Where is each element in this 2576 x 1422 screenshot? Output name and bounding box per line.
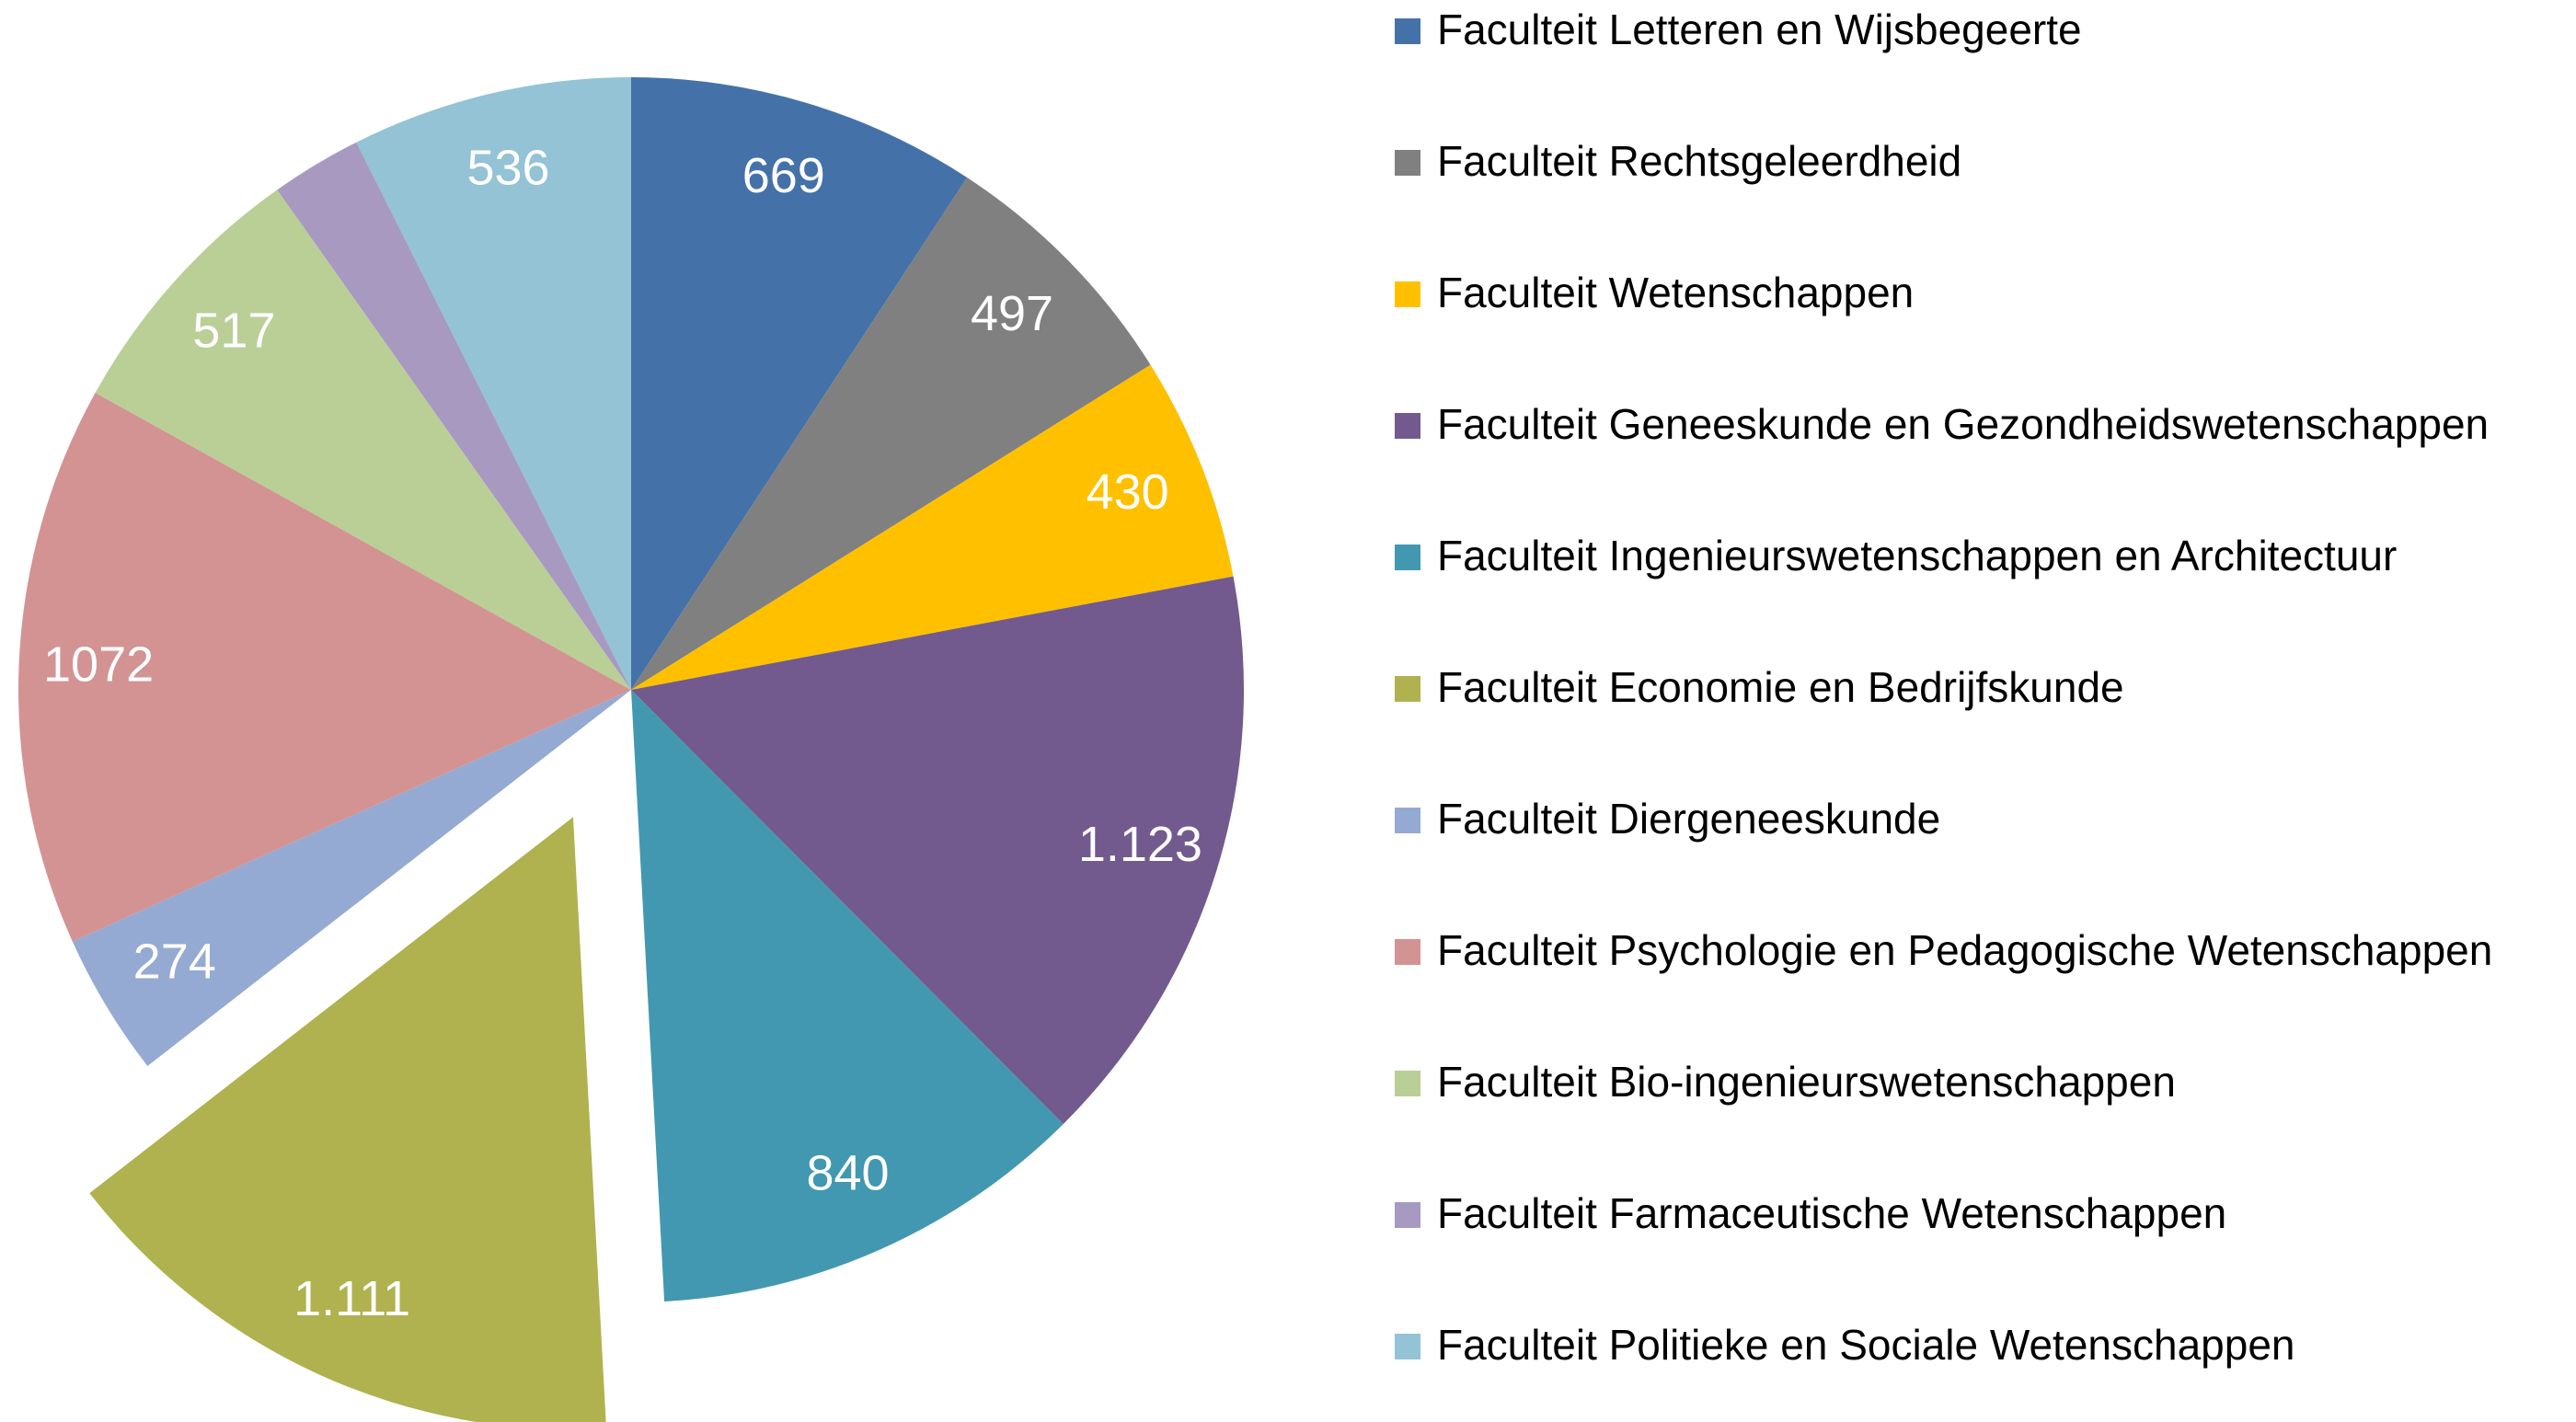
data-label: 497 — [971, 286, 1053, 341]
pie-slice — [356, 77, 631, 690]
legend-label: Faculteit Bio-ingenieurswetenschappen — [1437, 1058, 2176, 1106]
legend-swatch — [1395, 545, 1420, 570]
legend-swatch — [1395, 939, 1420, 965]
legend-swatch — [1395, 808, 1420, 833]
legend-swatch — [1395, 18, 1420, 44]
data-label: 274 — [133, 934, 216, 989]
pie-slice — [631, 178, 1151, 691]
data-label: 840 — [806, 1146, 889, 1201]
pie-slice — [18, 392, 632, 942]
legend-label: Faculteit Geneeskunde en Gezondheidswete… — [1437, 400, 2489, 448]
legend-label: Faculteit Farmaceutische Wetenschappen — [1437, 1189, 2226, 1237]
legend-swatch — [1395, 676, 1420, 702]
data-label: 1072 — [43, 636, 154, 692]
pie-slice — [95, 189, 631, 690]
data-label: 517 — [192, 304, 275, 359]
data-label: 1.123 — [1078, 817, 1202, 872]
data-label: 536 — [466, 140, 549, 195]
legend-label: Faculteit Letteren en Wijsbegeerte — [1437, 6, 2082, 53]
data-label: 430 — [1087, 464, 1169, 520]
pie-slice — [631, 77, 968, 690]
pie-slice — [631, 576, 1244, 1125]
legend-label: Faculteit Diergeneeskunde — [1437, 795, 1940, 843]
data-label: 1.111 — [293, 1271, 410, 1326]
legend-label: Faculteit Economie en Bedrijfskunde — [1437, 663, 2124, 711]
legend-swatch — [1395, 1334, 1420, 1359]
legend-swatch — [1395, 1071, 1420, 1096]
data-label: 669 — [742, 148, 825, 203]
legend-label: Faculteit Wetenschappen — [1437, 269, 1914, 316]
legend-label: Faculteit Politieke en Sociale Wetenscha… — [1437, 1321, 2295, 1369]
pie-slice — [72, 690, 631, 1066]
pie-slice — [89, 817, 606, 1422]
legend-swatch — [1395, 150, 1420, 176]
legend-label: Faculteit Rechtsgeleerdheid — [1437, 137, 1961, 185]
pie-slice — [277, 142, 631, 690]
legend-swatch — [1395, 281, 1420, 307]
legend-swatch — [1395, 413, 1420, 439]
legend-swatch — [1395, 1202, 1420, 1228]
pie-slice — [631, 690, 1064, 1302]
legend-label: Faculteit Ingenieurswetenschappen en Arc… — [1437, 532, 2397, 579]
legend-label: Faculteit Psychologie en Pedagogische We… — [1437, 926, 2492, 974]
pie-slice — [631, 364, 1234, 690]
